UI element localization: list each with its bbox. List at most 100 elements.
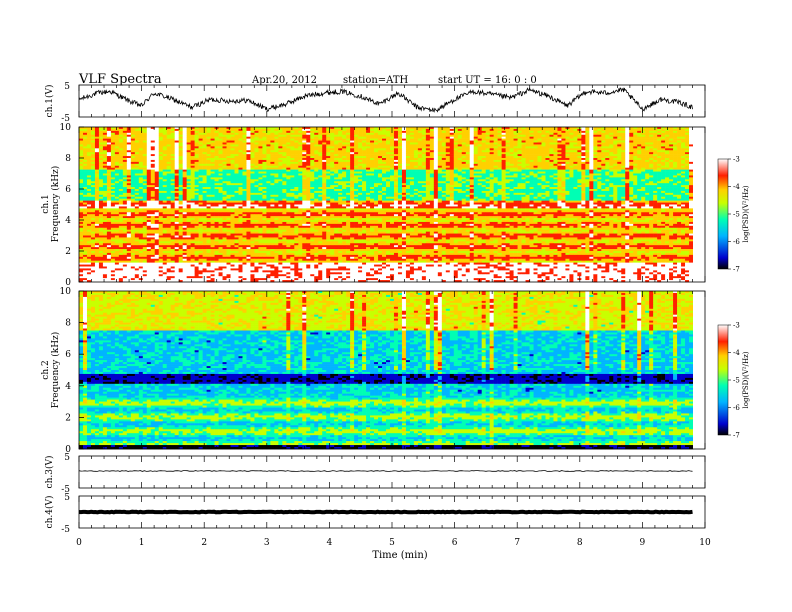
spectrogram-cell [226,146,231,149]
spectrogram-cell [182,163,187,167]
spectrogram-cell [497,138,502,141]
spectrogram-cell [437,165,443,168]
spectrogram-cell [294,140,299,143]
ch1-waveform-line [79,87,693,113]
spectrogram-cell [354,177,359,180]
spectrogram-cell [290,161,295,165]
spectrogram-cell [549,185,554,188]
spectrogram-cell [633,148,638,151]
spectrogram-cell [298,169,303,172]
spectrogram-cell [98,127,104,130]
spectrogram-cell [130,128,136,132]
spectrogram-cell [409,183,415,186]
spectrogram-cell [389,150,395,153]
spectrogram-cell [629,156,634,159]
spectrogram-cell [294,152,299,155]
spectrogram-cell [350,179,355,182]
spectrogram-cell [577,175,582,178]
spectrogram-cell [557,146,562,149]
spectrogram-cell [230,142,235,145]
spectrogram-cell [330,144,335,147]
spectrogram-cell [250,163,255,167]
spectrogram-cell [545,163,550,167]
spectrogram-cell [673,146,678,149]
spectrogram-cell [334,169,339,172]
spectrogram-cell [158,183,164,186]
spectrogram-cell [453,169,459,172]
spectrogram-cell [110,130,116,134]
spectrogram-cell [90,169,96,172]
spectrogram-cell [234,127,239,130]
spectrogram-cell [102,163,108,167]
spectrogram-cell [354,144,359,147]
spectrogram-cell [242,144,247,147]
spectrogram-cell [541,183,546,186]
spectrogram-cell [669,140,674,143]
spectrogram-cell [334,140,339,143]
spectrogram-cell [505,159,510,163]
spectrogram-cell [497,159,502,163]
spectrogram-cell [278,175,283,178]
spectrogram-cell [501,159,506,163]
spectrogram-cell [162,173,168,176]
spectrogram-cell [258,148,263,151]
spectrogram-cell [633,169,638,172]
spectrogram-cell [589,173,594,176]
spectrogram-cell [366,183,371,186]
spectrogram-cell [294,127,299,130]
spectrogram-cell [533,128,538,132]
spectrogram-cell [234,148,239,151]
spectrogram-cell [314,136,319,139]
spectrogram-cell [306,140,311,143]
spectrogram-cell [306,175,311,178]
spectrogram-cell [246,144,251,147]
spectrogram-cell [186,167,191,170]
spectrogram-cell [593,128,598,132]
spectrogram-cell [573,159,578,163]
spectrogram-cell [433,165,439,168]
spectrogram-cell [154,179,160,182]
spectrogram-cell [545,128,550,132]
spectrogram-cell [82,189,88,192]
spectrogram-cell [477,130,482,134]
spectrogram-cell [541,132,546,136]
spectrogram-cell [354,134,359,137]
spectrogram-cell [79,189,84,192]
spectrogram-cell [250,134,255,137]
spectrogram-cell [633,152,638,155]
spectrogram-cell [449,177,455,180]
spectrogram-cell [222,189,227,192]
spectrogram-cell [202,130,207,134]
spectrogram-cell [441,127,447,130]
spectrogram-cell [401,136,407,139]
spectrogram-cell [437,148,443,151]
spectrogram-cell [465,142,471,145]
spectrogram-cell [310,132,315,136]
spectrogram-cell [413,127,419,130]
spectrogram-cell [190,165,195,168]
spectrogram-cell [593,177,598,180]
spectrogram-cell [565,142,570,145]
spectrogram-cell [362,142,367,145]
spectrogram-cell [82,175,88,178]
spectrogram-cell [102,146,108,149]
spectrogram-cell [286,146,291,149]
spectrogram-cell [290,187,295,190]
spectrogram-cell [298,144,303,147]
spectrogram-cell [154,158,160,161]
spectrogram-cell [561,140,566,143]
spectrogram-cell [457,134,463,137]
spectrogram-cell [266,185,271,188]
spectrogram-cell [609,159,614,163]
spectrogram-cell [637,132,642,136]
spectrogram-cell [98,148,104,151]
spectrogram-cell [637,142,642,145]
spectrogram-cell [258,152,263,155]
spectrogram-cell [605,142,610,145]
spectrogram-cell [342,159,347,163]
spectrogram-cell [489,173,494,176]
spectrogram-cell [130,142,136,145]
spectrogram-cell [533,130,538,134]
spectrogram-cell [290,144,295,147]
spectrogram-cell [106,171,112,174]
